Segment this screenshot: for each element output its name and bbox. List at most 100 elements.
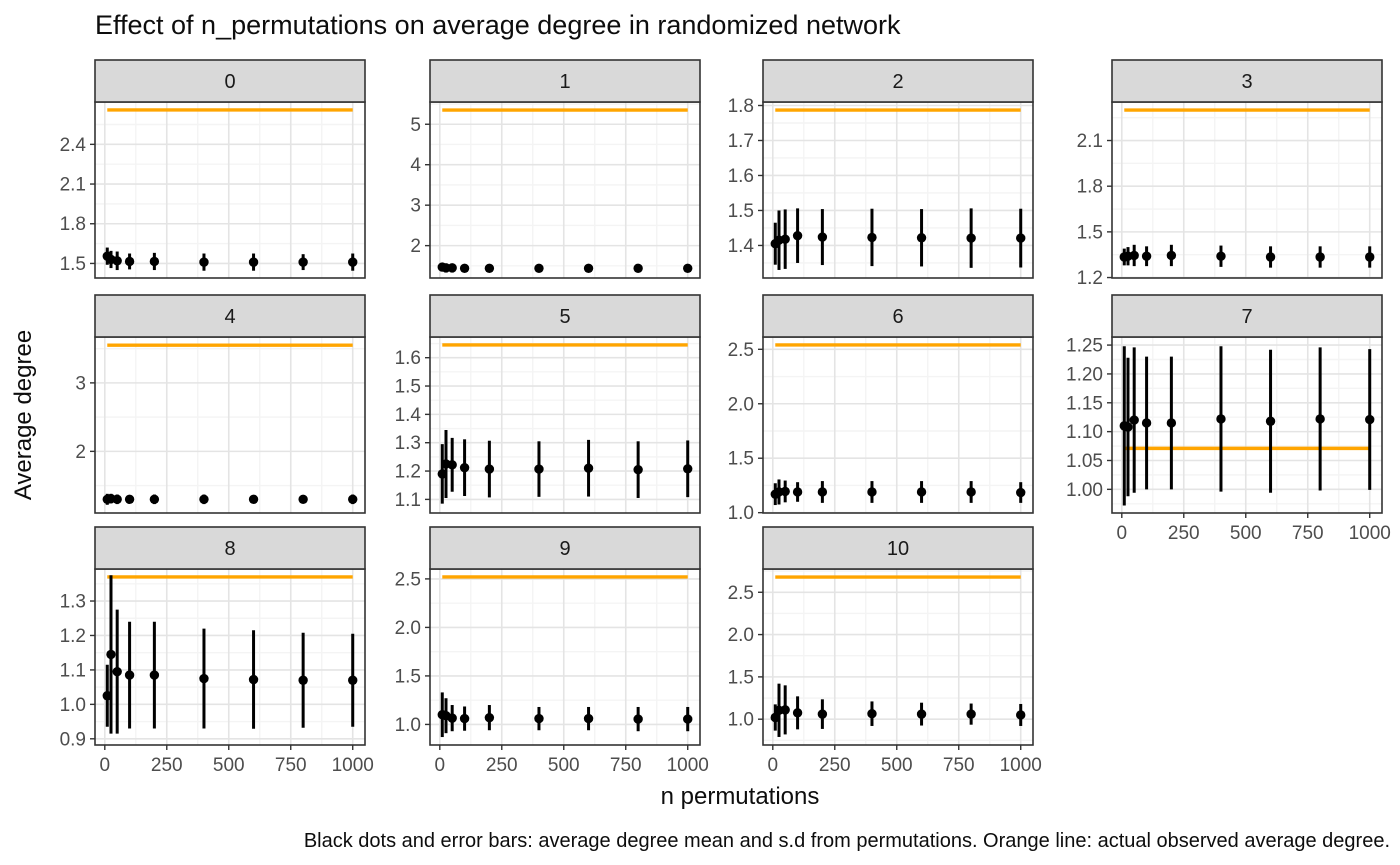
- y-tick-label: 2.1: [1077, 131, 1103, 152]
- y-tick-label: 1.2: [1077, 268, 1103, 289]
- facet-panel-3: 3 1.2 1.5 1.8 2.1: [1077, 59, 1383, 289]
- mean-point: [459, 713, 470, 724]
- y-tick-label: 1.20: [1066, 364, 1103, 385]
- facet-strip: [762, 526, 1034, 570]
- mean-point: [1166, 250, 1177, 261]
- x-tick-label: 500: [548, 755, 580, 776]
- mean-point: [1016, 710, 1026, 720]
- y-tick-label: 3: [410, 196, 421, 217]
- mean-point: [348, 675, 358, 685]
- y-tick-label: 1.5: [60, 254, 86, 275]
- panel-background: [763, 337, 1033, 513]
- y-tick-label: 1.4: [728, 236, 755, 257]
- y-tick-label: 1.1: [395, 490, 421, 511]
- y-tick-label: 1.0: [60, 695, 86, 716]
- panel-background: [763, 569, 1033, 745]
- mean-point: [459, 462, 470, 473]
- y-tick-label: 1.15: [1066, 393, 1103, 414]
- facet-panel-0: 0 1.5 1.8 2.1 2.4: [60, 59, 366, 279]
- mean-point: [683, 263, 693, 273]
- mean-point: [149, 256, 160, 267]
- y-tick-label: 1.3: [395, 433, 421, 454]
- mean-point: [966, 487, 976, 497]
- x-tick-label: 500: [1230, 523, 1262, 544]
- y-tick-label: 0.9: [60, 729, 86, 750]
- facet-panel-2: 2 1.4 1.5 1.6 1.7 1.8: [728, 59, 1034, 279]
- mean-point: [484, 263, 495, 273]
- mean-point: [780, 486, 790, 497]
- mean-point: [112, 666, 122, 677]
- y-tick-label: 2.1: [60, 175, 86, 196]
- x-tick-label: 500: [881, 755, 913, 776]
- mean-point: [199, 673, 209, 684]
- chart-caption: Black dots and error bars: average degre…: [303, 830, 1390, 852]
- mean-point: [1315, 414, 1325, 424]
- facet-strip-label: 7: [1241, 306, 1252, 328]
- mean-point: [1016, 487, 1026, 498]
- y-tick-label: 2.0: [728, 625, 754, 646]
- facet-strip: [429, 294, 701, 338]
- panel-background: [430, 569, 700, 745]
- mean-point: [792, 708, 803, 718]
- facet-panel-5: 5 1.1 1.2 1.3 1.4 1.5 1.6: [395, 294, 701, 514]
- mean-point: [447, 713, 457, 723]
- x-axis-title: n permutations: [660, 783, 820, 810]
- y-tick-label: 2.0: [395, 618, 421, 639]
- mean-point: [248, 674, 259, 685]
- y-tick-label: 1.6: [728, 166, 754, 187]
- mean-point: [1315, 252, 1325, 262]
- mean-point: [633, 714, 643, 724]
- facet-panel-10: 10 1.0 1.5 2.0 2.5 0 250 500 750 1000: [728, 526, 1042, 776]
- y-tick-label: 1.2: [60, 626, 86, 647]
- x-tick-label: 250: [819, 755, 851, 776]
- mean-point: [298, 257, 308, 267]
- y-tick-label: 1.8: [728, 96, 754, 117]
- mean-point: [966, 233, 976, 243]
- mean-point: [1141, 251, 1152, 261]
- mean-point: [124, 256, 135, 267]
- mean-point: [1216, 251, 1226, 261]
- y-tick-label: 1.5: [1077, 222, 1103, 243]
- panel-background: [1112, 102, 1382, 278]
- mean-point: [124, 494, 135, 505]
- mean-point: [534, 713, 544, 724]
- mean-point: [149, 670, 160, 680]
- facet-strip: [1111, 294, 1383, 338]
- facet-strip: [1111, 59, 1383, 103]
- mean-point: [817, 709, 828, 719]
- mean-point: [112, 256, 122, 266]
- panel-background: [430, 337, 700, 513]
- facet-strip-label: 5: [559, 306, 570, 328]
- mean-point: [1141, 418, 1152, 428]
- mean-point: [916, 487, 927, 497]
- x-tick-label: 0: [100, 755, 111, 776]
- mean-point: [112, 494, 122, 505]
- mean-point: [1265, 416, 1276, 426]
- x-tick-label: 0: [435, 755, 446, 776]
- facet-strip-label: 2: [892, 71, 903, 93]
- panel-background: [763, 102, 1033, 278]
- y-tick-label: 2.0: [728, 394, 754, 415]
- facet-strip: [429, 526, 701, 570]
- mean-point: [867, 232, 877, 243]
- facet-strip: [94, 526, 366, 570]
- mean-point: [124, 670, 135, 680]
- facet-panel-8: 8 0.9 1.0 1.1 1.2 1.3 0 250 500 750 1000: [60, 526, 374, 776]
- x-tick-label: 250: [1168, 523, 1200, 544]
- y-tick-label: 2: [75, 442, 86, 463]
- mean-point: [1265, 252, 1276, 262]
- mean-point: [817, 232, 828, 242]
- facet-strip-label: 10: [887, 538, 909, 560]
- mean-point: [106, 649, 116, 660]
- mean-point: [780, 234, 790, 244]
- facet-strip: [762, 294, 1034, 338]
- y-tick-label: 4: [410, 155, 421, 176]
- facet-panel-9: 9 1.0 1.5 2.0 2.5 0 250 500 750 1000: [395, 526, 709, 776]
- mean-point: [248, 494, 259, 505]
- mean-point: [1129, 250, 1139, 261]
- x-tick-label: 1000: [1349, 523, 1391, 544]
- y-tick-label: 1.3: [60, 592, 86, 613]
- mean-point: [447, 263, 457, 273]
